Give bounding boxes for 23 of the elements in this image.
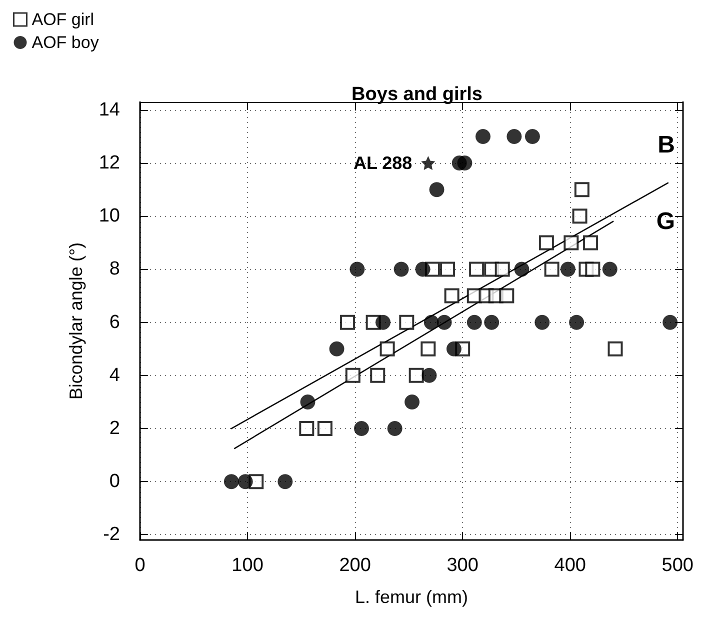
y-tick-label: 4 (109, 364, 120, 386)
y-tick-label: 2 (109, 418, 120, 440)
annotation: B (658, 131, 675, 158)
y-tick-label: 0 (109, 471, 120, 492)
x-tick-label: 500 (662, 555, 694, 576)
y-tick-label: 8 (109, 258, 120, 280)
x-axis-title: L. femur (mm) (354, 587, 468, 607)
annotation: AL 288 (353, 153, 412, 174)
y-tick-label: 10 (98, 206, 120, 227)
x-tick-label: 100 (232, 555, 264, 576)
annotation: G (656, 208, 675, 235)
x-tick-label: 400 (554, 555, 586, 576)
x-tick-label: 200 (339, 555, 371, 576)
y-tick-label: 6 (109, 312, 120, 333)
y-tick-label: 12 (98, 152, 120, 174)
legend-label: AOF girl (32, 10, 94, 29)
legend-label: AOF boy (32, 33, 100, 52)
y-axis-title: Bicondylar angle (°) (66, 242, 86, 400)
y-tick-label: -2 (103, 524, 120, 546)
chart-title: Boys and girls (352, 84, 482, 105)
x-tick-label: 300 (446, 555, 478, 576)
x-tick-label: 0 (134, 555, 146, 576)
y-tick-label: 14 (98, 99, 120, 120)
